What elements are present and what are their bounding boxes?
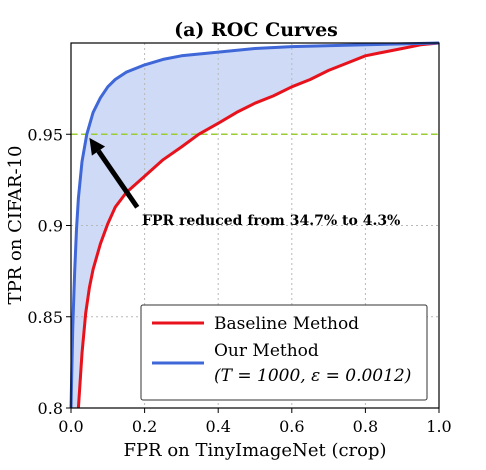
legend-label-baseline: Baseline Method xyxy=(214,314,359,334)
x-tick-label: 0.4 xyxy=(205,417,230,436)
annotation-group: FPR reduced from 34.7% to 4.3% xyxy=(89,137,400,229)
x-tick-label: 0.0 xyxy=(58,417,83,436)
x-axis-ticks: 0.0 0.2 0.4 0.6 0.8 1.0 xyxy=(58,408,452,436)
y-axis-ticks: 0.8 0.85 0.9 0.95 xyxy=(27,125,71,418)
y-tick-label: 0.85 xyxy=(27,308,63,327)
annotation-arrow xyxy=(96,149,140,209)
legend: Baseline Method Our Method (T = 1000, ε … xyxy=(140,304,428,401)
series-line-0 xyxy=(76,41,440,409)
legend-label-our-method: Our Method xyxy=(214,341,319,361)
annotation-text: FPR reduced from 34.7% to 4.3% xyxy=(142,213,400,229)
annotation-arrow-head xyxy=(89,137,106,156)
x-tick-label: 1.0 xyxy=(426,417,451,436)
y-tick-label: 0.8 xyxy=(38,399,63,418)
x-tick-label: 0.8 xyxy=(353,417,378,436)
chart-title: (a) ROC Curves xyxy=(174,19,338,41)
legend-box xyxy=(140,304,428,401)
y-tick-label: 0.95 xyxy=(27,125,63,144)
x-tick-label: 0.6 xyxy=(279,417,304,436)
legend-label-our-method-params: (T = 1000, ε = 0.0012) xyxy=(214,366,411,386)
x-tick-label: 0.2 xyxy=(132,417,157,436)
y-axis-label: TPR on CIFAR-10 xyxy=(5,146,26,305)
series-line-1 xyxy=(69,41,440,409)
x-axis-label: FPR on TinyImageNet (crop) xyxy=(123,440,386,461)
series-lines xyxy=(69,41,440,409)
y-tick-label: 0.9 xyxy=(38,217,63,236)
